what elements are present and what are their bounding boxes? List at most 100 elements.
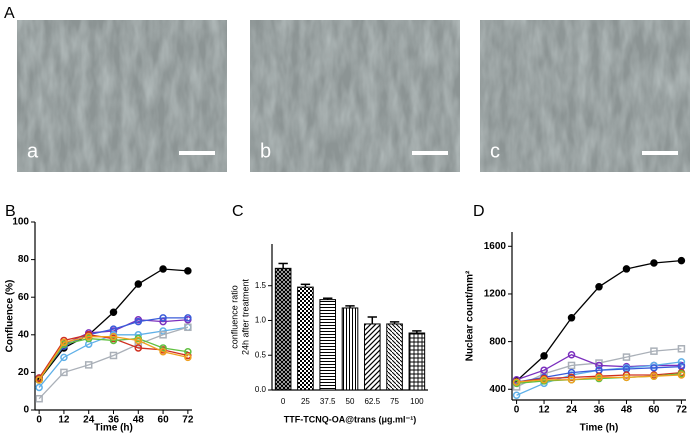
y-tick-label: 0.0 xyxy=(255,385,267,394)
y-axis-label: 24h after treatment xyxy=(240,278,250,355)
point xyxy=(159,347,167,356)
x-tick-label: 100 xyxy=(410,397,424,406)
y-tick-label: 100 xyxy=(12,217,29,228)
point xyxy=(184,323,192,332)
y-axis-label: Confluence (%) xyxy=(5,280,16,353)
x-tick-label: 48 xyxy=(133,415,145,426)
point xyxy=(184,267,192,275)
y-tick-label: 400 xyxy=(489,384,506,395)
point xyxy=(677,358,686,366)
y-tick-label: 1.5 xyxy=(255,281,267,290)
series-line xyxy=(516,374,682,383)
point xyxy=(184,353,192,362)
series-line xyxy=(38,337,188,381)
x-tick-label: 62.5 xyxy=(364,397,380,406)
point xyxy=(159,265,167,273)
series-line xyxy=(38,268,188,381)
micrograph-texture xyxy=(480,20,690,172)
point xyxy=(595,283,603,291)
point xyxy=(650,259,658,267)
x-tick-label: 25 xyxy=(301,397,310,406)
point xyxy=(540,375,548,384)
point xyxy=(84,361,93,369)
image-label: c xyxy=(490,140,500,162)
point xyxy=(567,314,576,322)
y-tick-label: 80 xyxy=(18,254,30,265)
point xyxy=(677,256,686,265)
point xyxy=(595,361,603,370)
bar xyxy=(386,323,403,391)
point xyxy=(134,280,143,288)
y-tick-label: 40 xyxy=(18,329,30,340)
scale-bar xyxy=(412,151,448,155)
x-axis-label: Time (h) xyxy=(94,423,133,434)
x-tick-label: 0 xyxy=(36,415,42,426)
point xyxy=(159,344,167,352)
series-line xyxy=(38,317,188,379)
series-line xyxy=(38,334,189,379)
x-axis-label: TTF-TCNQ-OA@trans (μg.ml⁻¹) xyxy=(284,414,417,424)
x-tick-label: 24 xyxy=(83,415,95,426)
point xyxy=(512,378,521,386)
image-label: a xyxy=(27,140,39,162)
point xyxy=(512,391,521,399)
point xyxy=(35,394,43,403)
panel-label: D xyxy=(473,203,485,220)
point xyxy=(109,336,118,345)
x-tick-label: 24 xyxy=(566,405,578,416)
bar xyxy=(363,323,381,391)
panel-label: C xyxy=(232,203,244,220)
bar xyxy=(319,299,337,391)
y-tick-label: 0.5 xyxy=(255,350,267,359)
series-line xyxy=(38,336,189,381)
micrograph-texture xyxy=(250,20,460,172)
point xyxy=(650,364,658,372)
point xyxy=(184,314,192,322)
point xyxy=(567,368,576,377)
y-tick-label: 800 xyxy=(489,336,506,347)
x-tick-label: 12 xyxy=(538,405,550,416)
panel-label: B xyxy=(5,203,16,220)
point xyxy=(109,332,118,341)
point xyxy=(622,353,631,361)
point xyxy=(567,361,576,370)
x-tick-label: 0 xyxy=(281,397,286,406)
point xyxy=(595,373,603,382)
x-tick-label: 50 xyxy=(346,397,355,406)
y-tick-label: 20 xyxy=(18,367,30,378)
point xyxy=(567,375,576,384)
point xyxy=(159,317,167,326)
x-tick-label: 60 xyxy=(648,405,660,416)
series-line xyxy=(38,326,189,400)
scale-bar xyxy=(642,151,678,155)
y-tick-label: 1.0 xyxy=(255,316,267,325)
micrograph-texture xyxy=(17,20,227,172)
bar xyxy=(341,307,359,391)
bar xyxy=(274,267,292,391)
scale-bar xyxy=(179,151,215,155)
point xyxy=(84,332,93,341)
point xyxy=(134,317,143,326)
point xyxy=(134,336,143,345)
point xyxy=(650,347,658,355)
point xyxy=(60,338,68,347)
x-tick-label: 75 xyxy=(390,397,399,406)
x-axis-label: Time (h) xyxy=(580,423,619,434)
point xyxy=(134,344,143,352)
x-tick-label: 72 xyxy=(676,405,688,416)
x-tick-label: 36 xyxy=(593,405,605,416)
bar xyxy=(408,332,426,391)
point xyxy=(109,308,118,316)
point xyxy=(159,331,167,339)
y-tick-label: 1600 xyxy=(484,241,507,252)
point xyxy=(60,368,68,377)
y-tick-label: 1200 xyxy=(484,289,507,300)
point xyxy=(35,376,43,384)
point xyxy=(35,383,43,392)
point xyxy=(159,314,167,322)
point xyxy=(540,352,548,360)
y-axis-label: Nuclear count/mm² xyxy=(465,270,476,361)
x-tick-label: 48 xyxy=(621,405,633,416)
x-tick-label: 12 xyxy=(58,415,70,426)
